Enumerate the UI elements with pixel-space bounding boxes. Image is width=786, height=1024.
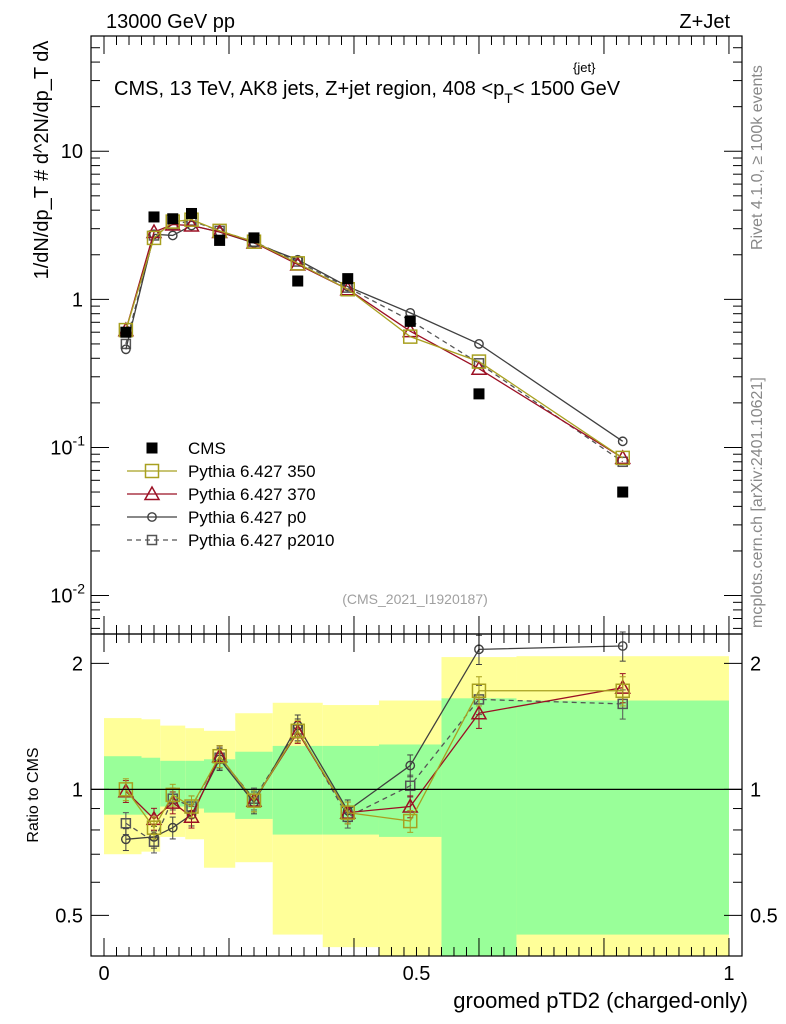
main-title-sup: {jet} xyxy=(573,60,596,75)
point-pythia-6-427-p0 xyxy=(474,339,484,349)
point-pythia-6-427-p0 xyxy=(617,436,628,447)
ratio-ylabel: Ratio to CMS xyxy=(25,747,42,842)
legend-marker-pythia-6-427-350 xyxy=(144,463,160,479)
series-line-pythia-6-427-p0 xyxy=(125,224,624,442)
point-cms xyxy=(148,211,160,223)
point-pythia-6-427-350 xyxy=(615,450,630,466)
main-series-group xyxy=(117,207,631,498)
ratio-xtick-label: 1 xyxy=(723,963,734,985)
point-pythia-6-427-370 xyxy=(614,449,631,465)
series-line-pythia-6-427-370 xyxy=(125,223,624,459)
ratio-band-inner xyxy=(104,756,142,815)
legend-marker-cms xyxy=(146,442,158,454)
series-line-pythia-6-427-350 xyxy=(125,219,624,459)
ratio-plot-area xyxy=(104,656,729,956)
main-ytick-label: 1 xyxy=(72,289,83,311)
ratio-series-group xyxy=(117,631,631,854)
point-pythia-6-427-350 xyxy=(471,683,487,699)
point-cms xyxy=(214,234,226,246)
header-left-label: 13000 GeV pp xyxy=(106,11,235,33)
point-pythia-6-427-350 xyxy=(212,748,227,764)
point-cms xyxy=(404,315,416,327)
point-pythia-6-427-p2010 xyxy=(120,818,132,829)
ratio-xtick-label: 0 xyxy=(98,963,109,985)
ratio-ytick-label: 1 xyxy=(72,779,83,801)
point-pythia-6-427-370 xyxy=(183,808,200,824)
point-pythia-6-427-350 xyxy=(146,230,162,246)
legend-marker-pythia-6-427-p0 xyxy=(147,512,157,522)
legend-marker-pythia-6-427-370 xyxy=(143,485,161,501)
point-cms xyxy=(120,326,132,338)
point-pythia-6-427-p0 xyxy=(167,230,178,241)
point-pythia-6-427-p0 xyxy=(617,641,628,651)
point-cms xyxy=(185,207,197,219)
point-pythia-6-427-350 xyxy=(402,329,418,344)
main-ytick-exponent: -1 xyxy=(73,432,86,448)
point-cms xyxy=(342,273,354,285)
point-pythia-6-427-370 xyxy=(339,280,357,296)
point-pythia-6-427-350 xyxy=(165,787,180,803)
point-cms xyxy=(167,213,179,225)
mcplots-label: mcplots.cern.ch [arXiv:2401.10621] xyxy=(749,377,766,628)
ratio-band-inner xyxy=(516,700,729,935)
ratio-xtick-label: 0.5 xyxy=(403,963,431,985)
point-pythia-6-427-350 xyxy=(471,354,487,369)
legend: CMS Pythia 6.427 350 Pythia 6.427 370 Pythi… xyxy=(127,439,335,550)
header-right-label: Z+Jet xyxy=(679,11,730,33)
main-axes: 10-2 10-1 1 10 xyxy=(50,35,743,635)
main-ylabel: 1/dN/dp_T # d^2N/dp_T dλ xyxy=(31,41,53,280)
point-pythia-6-427-p0 xyxy=(120,344,131,355)
ratio-band-inner xyxy=(441,698,517,956)
point-pythia-6-427-350 xyxy=(402,813,418,829)
point-pythia-6-427-p0 xyxy=(167,822,178,833)
ratio-axes: 0.5 0.5 1 1 2 2 0 0.5 1 xyxy=(55,633,778,985)
main-ytick-label: 10-1 xyxy=(50,432,85,459)
main-title-prefix: CMS, 13 TeV, AK8 jets, Z+jet region, 408… xyxy=(114,78,504,100)
point-pythia-6-427-p0 xyxy=(120,834,131,845)
point-pythia-6-427-370 xyxy=(470,704,488,720)
analysis-watermark: (CMS_2021_I1920187) xyxy=(342,591,488,607)
point-pythia-6-427-350 xyxy=(246,793,262,808)
legend-marker-pythia-6-427-p2010 xyxy=(146,534,158,546)
ratio-ytick-label: 2 xyxy=(72,653,83,675)
point-pythia-6-427-350 xyxy=(290,723,305,739)
ratio-band-inner xyxy=(141,757,161,815)
main-ytick-label: 10 xyxy=(61,141,83,163)
main-title-suffix: < 1500 GeV xyxy=(513,78,621,100)
point-pythia-6-427-370 xyxy=(183,217,200,232)
point-cms xyxy=(248,232,260,244)
legend-label-cms: CMS xyxy=(188,439,226,458)
ratio-ytick-label-right: 2 xyxy=(750,653,761,675)
point-pythia-6-427-p0 xyxy=(405,760,416,771)
rivet-version-label: Rivet 4.1.0, ≥ 100k events xyxy=(749,65,766,250)
legend-label-pythia-6-427-p0: Pythia 6.427 p0 xyxy=(188,508,306,527)
point-pythia-6-427-350 xyxy=(146,820,162,835)
ratio-xlabel: groomed pTD2 (charged-only) xyxy=(453,988,748,1013)
point-pythia-6-427-350 xyxy=(184,799,199,814)
legend-label-pythia-6-427-p2010: Pythia 6.427 p2010 xyxy=(188,531,335,550)
main-title: CMS, 13 TeV, AK8 jets, Z+jet region, 408… xyxy=(114,78,621,106)
series-line-pythia-6-427-p2010 xyxy=(125,219,624,463)
ratio-ytick-label: 0.5 xyxy=(55,905,83,927)
point-pythia-6-427-350 xyxy=(615,683,630,699)
ratio-band-inner xyxy=(272,745,323,835)
ratio-ytick-label-right: 0.5 xyxy=(750,905,778,927)
point-pythia-6-427-p2010 xyxy=(404,780,416,792)
ratio-ytick-label-right: 1 xyxy=(750,779,761,801)
main-ytick-exponent: -2 xyxy=(73,581,86,597)
point-cms xyxy=(617,486,629,498)
point-cms xyxy=(292,275,304,287)
legend-label-pythia-6-427-370: Pythia 6.427 370 xyxy=(188,485,316,504)
point-cms xyxy=(473,388,485,400)
main-ylabel-text: 1/dN/dp_T # d^2N/dp_T dλ xyxy=(31,41,53,280)
point-pythia-6-427-350 xyxy=(340,805,355,820)
point-pythia-6-427-350 xyxy=(290,256,305,271)
main-ytick-label: 10-2 xyxy=(50,581,85,608)
legend-label-pythia-6-427-350: Pythia 6.427 350 xyxy=(188,462,316,481)
main-title-sub: T xyxy=(504,90,513,106)
ratio-band-inner xyxy=(185,760,204,809)
